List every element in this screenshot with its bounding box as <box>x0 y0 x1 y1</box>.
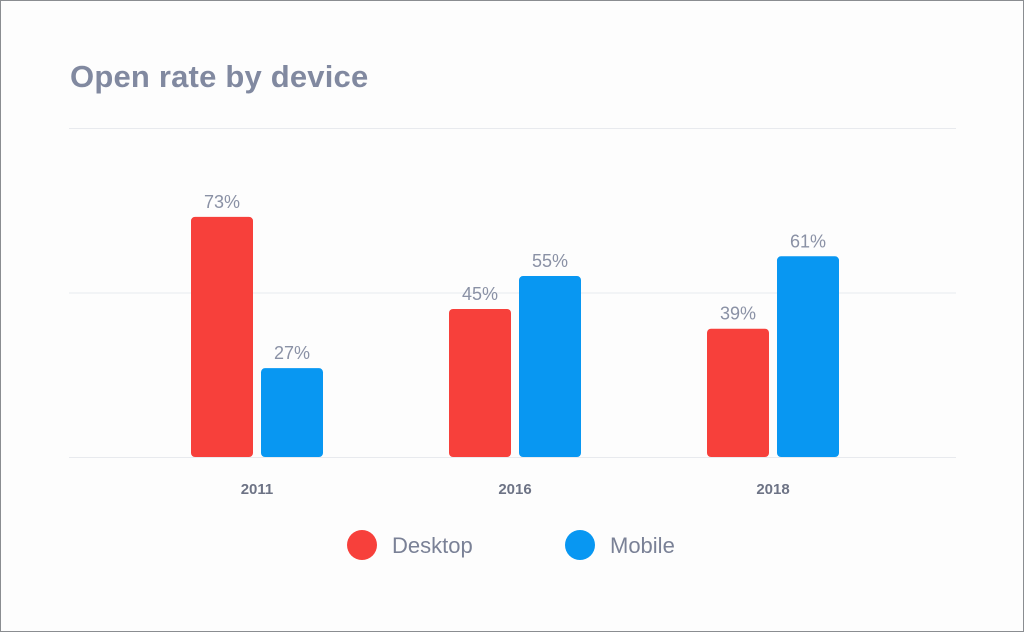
bar-mobile-2016 <box>519 276 581 457</box>
x-tick-label-2011: 2011 <box>241 481 274 498</box>
x-tick-label-2016: 2016 <box>498 481 531 498</box>
data-label-mobile-2011: 27% <box>274 343 310 363</box>
legend: Desktop Mobile <box>347 530 675 560</box>
data-label-desktop-2011: 73% <box>204 192 240 212</box>
chart-title: Open rate by device <box>70 59 369 94</box>
bar-desktop-2011 <box>191 216 253 457</box>
data-labels: 73% 27% 45% 55% 39% 61% <box>204 192 826 363</box>
bar-desktop-2016 <box>449 308 511 457</box>
legend-swatch-mobile <box>565 530 595 560</box>
legend-swatch-desktop <box>347 530 377 560</box>
legend-label-desktop: Desktop <box>392 533 473 558</box>
bar-mobile-2011 <box>261 368 323 457</box>
bar-desktop-2018 <box>707 328 769 457</box>
x-axis-ticks: 2011 2016 2018 <box>241 481 790 498</box>
legend-label-mobile: Mobile <box>610 533 675 558</box>
bars <box>191 216 839 457</box>
data-label-desktop-2016: 45% <box>462 284 498 304</box>
data-label-mobile-2016: 55% <box>532 251 568 271</box>
data-label-desktop-2018: 39% <box>720 304 756 324</box>
x-tick-label-2018: 2018 <box>756 481 789 498</box>
data-label-mobile-2018: 61% <box>790 231 826 251</box>
bar-mobile-2018 <box>777 256 839 457</box>
